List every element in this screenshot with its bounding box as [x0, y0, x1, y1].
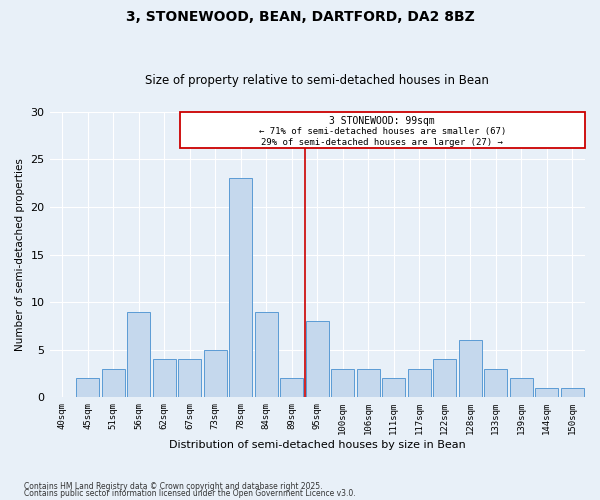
Bar [204, 350, 227, 398]
Title: Size of property relative to semi-detached houses in Bean: Size of property relative to semi-detach… [145, 74, 489, 87]
Bar [179, 112, 585, 148]
Bar [255, 312, 278, 398]
X-axis label: Distribution of semi-detached houses by size in Bean: Distribution of semi-detached houses by … [169, 440, 466, 450]
Text: Contains HM Land Registry data © Crown copyright and database right 2025.: Contains HM Land Registry data © Crown c… [24, 482, 323, 491]
Bar [76, 378, 99, 398]
Text: 3, STONEWOOD, BEAN, DARTFORD, DA2 8BZ: 3, STONEWOOD, BEAN, DARTFORD, DA2 8BZ [125, 10, 475, 24]
Text: 29% of semi-detached houses are larger (27) →: 29% of semi-detached houses are larger (… [262, 138, 503, 147]
Bar [433, 360, 456, 398]
Bar [382, 378, 405, 398]
Bar [484, 369, 507, 398]
Bar [153, 360, 176, 398]
Bar [357, 369, 380, 398]
Bar [510, 378, 533, 398]
Text: Contains public sector information licensed under the Open Government Licence v3: Contains public sector information licen… [24, 490, 356, 498]
Bar [229, 178, 252, 398]
Bar [306, 321, 329, 398]
Bar [535, 388, 558, 398]
Text: 3 STONEWOOD: 99sqm: 3 STONEWOOD: 99sqm [329, 116, 435, 126]
Bar [408, 369, 431, 398]
Bar [127, 312, 150, 398]
Y-axis label: Number of semi-detached properties: Number of semi-detached properties [15, 158, 25, 351]
Bar [178, 360, 201, 398]
Bar [561, 388, 584, 398]
Bar [280, 378, 303, 398]
Bar [102, 369, 125, 398]
Bar [331, 369, 354, 398]
Text: ← 71% of semi-detached houses are smaller (67): ← 71% of semi-detached houses are smalle… [259, 127, 506, 136]
Bar [459, 340, 482, 398]
